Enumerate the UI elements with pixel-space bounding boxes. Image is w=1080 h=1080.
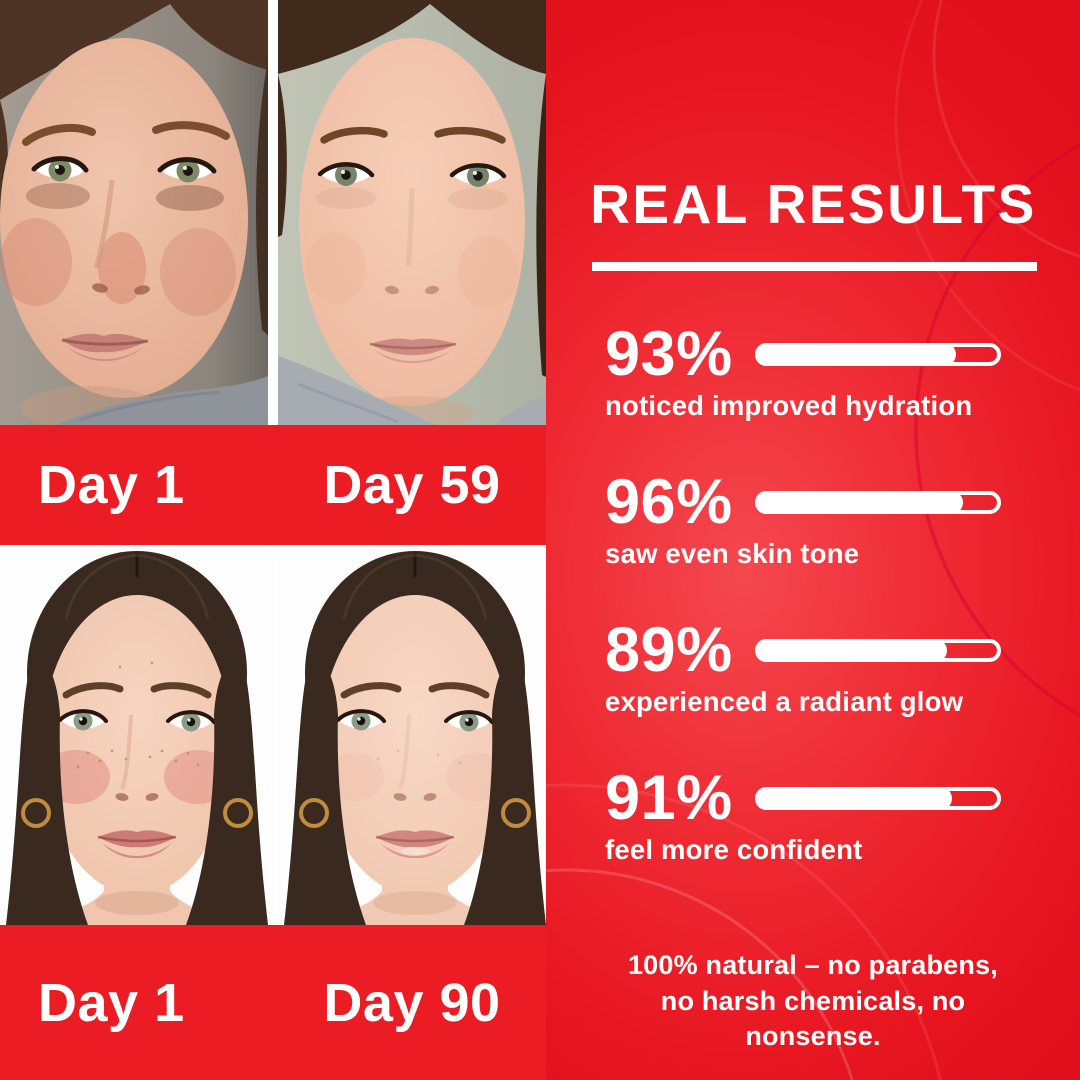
footnote: 100% natural – no parabens, no harsh che… bbox=[627, 950, 999, 1052]
photo-day1-top-before bbox=[0, 0, 268, 425]
day-label: Day 1 bbox=[38, 455, 185, 515]
progress-bar-fill bbox=[755, 490, 964, 514]
woman-portrait-before-illustration bbox=[0, 545, 268, 925]
progress-bar-fill bbox=[755, 786, 952, 810]
progress-bar bbox=[755, 342, 1001, 366]
day-label: Day 59 bbox=[323, 455, 501, 515]
photo-divider bbox=[268, 0, 278, 425]
stat-percent: 93% bbox=[605, 319, 733, 389]
results-panel: REAL RESULTS 93% noticed improved hydrat… bbox=[546, 0, 1080, 1080]
stat-row: 96% saw even skin tone bbox=[605, 467, 1001, 569]
title-underline bbox=[592, 262, 1037, 271]
stat-label: feel more confident bbox=[605, 834, 863, 865]
progress-bar-fill bbox=[755, 638, 947, 662]
before-after-column: Day 1 Day 59 bbox=[0, 0, 546, 1080]
stat-label: experienced a radiant glow bbox=[605, 686, 964, 717]
stat-percent: 91% bbox=[605, 763, 733, 833]
day-label-band-top: Day 1 Day 59 bbox=[0, 425, 546, 545]
photo-day59-top-after bbox=[278, 0, 546, 425]
stat-label: saw even skin tone bbox=[605, 538, 860, 569]
progress-bar-fill bbox=[755, 342, 957, 366]
woman-portrait-before-illustration bbox=[0, 0, 268, 425]
day-label: Day 1 bbox=[38, 972, 185, 1033]
photo-day1-bottom-before bbox=[0, 545, 268, 925]
results-title: REAL RESULTS bbox=[590, 173, 1037, 235]
stat-row: 91% feel more confident bbox=[605, 763, 1001, 865]
stats-list: 93% noticed improved hydration 96% saw e… bbox=[605, 322, 1001, 914]
progress-bar bbox=[755, 786, 1001, 810]
stat-row: 93% noticed improved hydration bbox=[605, 319, 1001, 421]
photo-day90-bottom-after bbox=[278, 545, 546, 925]
decorative-circles bbox=[546, 0, 1080, 1080]
progress-bar bbox=[755, 490, 1001, 514]
photo-row-bottom bbox=[0, 545, 546, 925]
woman-portrait-after-illustration bbox=[278, 0, 546, 425]
stat-row: 89% experienced a radiant glow bbox=[605, 615, 1001, 717]
woman-portrait-after-illustration bbox=[278, 545, 546, 925]
stat-label: noticed improved hydration bbox=[605, 390, 973, 421]
stat-percent: 89% bbox=[605, 615, 733, 685]
day-label-band-bottom: Day 1 Day 90 bbox=[0, 925, 546, 1080]
stat-percent: 96% bbox=[605, 467, 733, 537]
day-label: Day 90 bbox=[323, 972, 501, 1033]
progress-bar bbox=[755, 638, 1001, 662]
photo-divider bbox=[268, 545, 278, 925]
photo-row-top bbox=[0, 0, 546, 425]
